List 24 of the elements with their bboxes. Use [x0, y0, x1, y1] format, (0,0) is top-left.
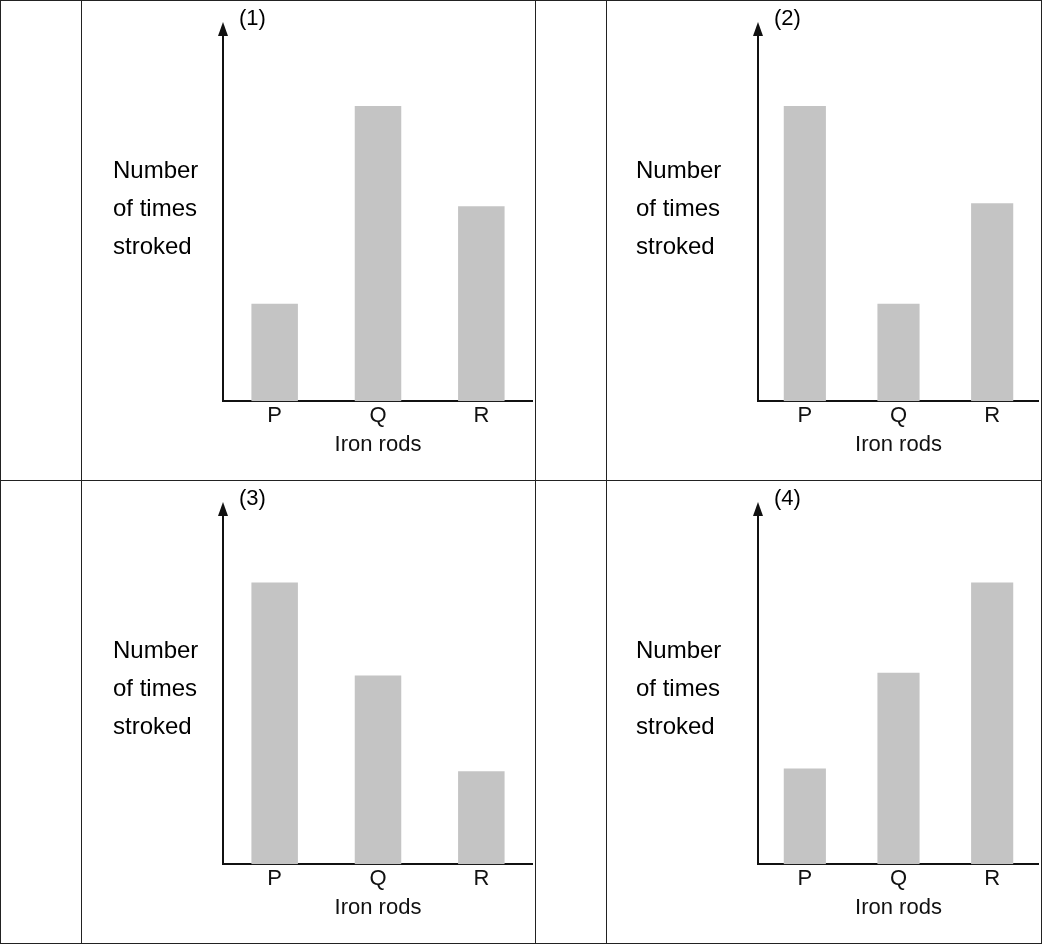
x-tick-label: P [267, 402, 283, 428]
chart-title: (3) [239, 485, 266, 511]
y-axis-title: Number of times stroked [113, 635, 200, 741]
x-tick-label: Q [369, 865, 387, 891]
x-tick-label: R [473, 402, 490, 428]
x-axis-title: Iron rods [855, 430, 942, 456]
y-axis-title: Number of times stroked [636, 635, 723, 741]
x-tick-label: R [473, 865, 490, 891]
x-tick-label: Q [369, 402, 387, 428]
y-axis-title: Number of times stroked [636, 155, 723, 261]
x-tick-label: P [797, 865, 813, 891]
chart-title: (4) [774, 485, 801, 511]
x-tick-label: R [984, 865, 1001, 891]
x-axis-title: Iron rods [334, 430, 422, 456]
chart-title: (1) [239, 5, 266, 31]
y-axis-title: Number of times stroked [113, 155, 200, 261]
x-tick-label: Q [889, 402, 908, 428]
x-axis-title: Iron rods [855, 893, 942, 919]
chart-title: (2) [774, 5, 801, 31]
x-tick-label: R [984, 402, 1001, 428]
x-axis-title: Iron rods [334, 893, 422, 919]
x-tick-label: P [267, 865, 283, 891]
x-tick-label: Q [889, 865, 908, 891]
x-tick-label: P [797, 402, 813, 428]
